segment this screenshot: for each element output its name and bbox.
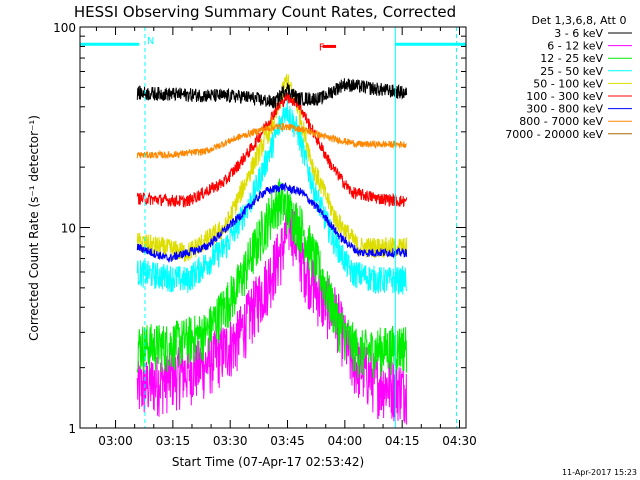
x-axis-label: Start Time (07-Apr-17 02:53:42) xyxy=(172,455,364,469)
x-tick-label-1: 03:15 xyxy=(156,434,191,448)
series-line-1 xyxy=(136,200,408,425)
annotation-1: F xyxy=(319,42,325,53)
y-tick-label-1: 10 xyxy=(61,222,76,236)
series-line-5 xyxy=(136,91,408,208)
x-tick-label-3: 03:45 xyxy=(270,434,305,448)
annotation-0: N xyxy=(147,36,154,47)
y-tick-label-0: 1 xyxy=(68,422,76,436)
axes: 03:00 03:15 03:30 03:45 04:00 04:15 04:30 1 10 10… xyxy=(53,21,477,448)
series-line-7 xyxy=(136,122,407,160)
x-tick-label-4: 04:00 xyxy=(328,434,363,448)
x-tick-label-6: 04:30 xyxy=(442,434,477,448)
x-tick-label-2: 03:30 xyxy=(213,434,248,448)
y-tick-label-2: 100 xyxy=(53,21,76,35)
plot-area: NF xyxy=(79,27,466,428)
legend-label-5: 100 - 300 keV xyxy=(526,90,603,103)
legend-label-1: 6 - 12 keV xyxy=(547,40,603,53)
legend-label-2: 12 - 25 keV xyxy=(540,52,603,65)
series-line-0 xyxy=(136,78,408,109)
chart-title: HESSI Observing Summary Count Rates, Cor… xyxy=(74,3,456,21)
legend-label-4: 50 - 100 keV xyxy=(533,77,603,90)
legend-label-3: 25 - 50 keV xyxy=(540,65,603,78)
legend-label-7: 800 - 7000 keV xyxy=(519,115,603,128)
legend-label-6: 300 - 800 keV xyxy=(526,103,603,116)
timestamp: 11-Apr-2017 15:23 xyxy=(562,468,637,477)
legend-header: Det 1,3,6,8, Att 0 xyxy=(532,14,627,27)
series-line-6 xyxy=(136,182,408,263)
x-tick-label-5: 04:15 xyxy=(385,434,420,448)
x-tick-label-0: 03:00 xyxy=(98,434,133,448)
series-line-2 xyxy=(136,178,408,379)
legend-label-0: 3 - 6 keV xyxy=(554,27,603,40)
series-line-3 xyxy=(136,98,408,295)
legend-label-8: 7000 - 20000 keV xyxy=(505,128,603,141)
y-axis-label: Corrected Count Rate (s⁻¹ detector⁻¹) xyxy=(27,115,41,341)
